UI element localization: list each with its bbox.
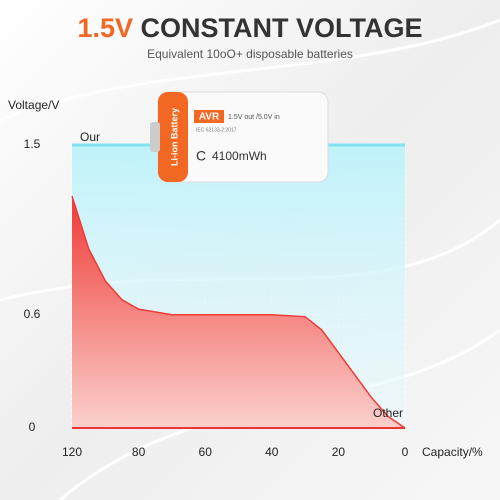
y-tick-label: 0 xyxy=(29,420,36,434)
title-highlight: 1.5V xyxy=(77,13,133,43)
series-line xyxy=(71,195,406,429)
subtitle: Equivalent 10oO+ disposable batteries xyxy=(147,47,353,61)
battery-capacity: 4100mWh xyxy=(212,149,267,163)
battery-kind: Li-ion Battery xyxy=(169,108,179,166)
series-label: Other xyxy=(373,406,403,420)
battery-standard: IEC 62133-2:2017 xyxy=(196,127,237,133)
battery-rating: 1.5V out /5.0V in xyxy=(228,114,280,121)
battery: Li-ion Battery AVR 1.5V out /5.0V in IEC… xyxy=(150,91,329,183)
battery-band xyxy=(158,92,188,182)
title-main: CONSTANT VOLTAGE xyxy=(141,13,423,43)
series-label: Our xyxy=(80,130,100,144)
x-tick-label: 0 xyxy=(402,445,409,459)
y-tick-label: 0.6 xyxy=(24,307,41,321)
x-tick-label: 40 xyxy=(265,445,279,459)
x-tick-label: 20 xyxy=(332,445,346,459)
brand-box xyxy=(194,110,224,123)
battery-brand: AVR xyxy=(199,112,220,123)
y-axis-label: Voltage/V xyxy=(8,98,59,112)
battery-size: C xyxy=(196,148,206,164)
x-tick-label: 80 xyxy=(132,445,146,459)
y-tick-label: 1.5 xyxy=(24,137,41,151)
battery-terminal xyxy=(150,122,160,152)
chart-title: 1.5V CONSTANT VOLTAGE xyxy=(77,13,422,43)
x-axis-label: Capacity/% xyxy=(422,445,483,459)
x-tick-label: 60 xyxy=(199,445,213,459)
area xyxy=(72,195,405,428)
x-tick-label: 120 xyxy=(62,445,82,459)
